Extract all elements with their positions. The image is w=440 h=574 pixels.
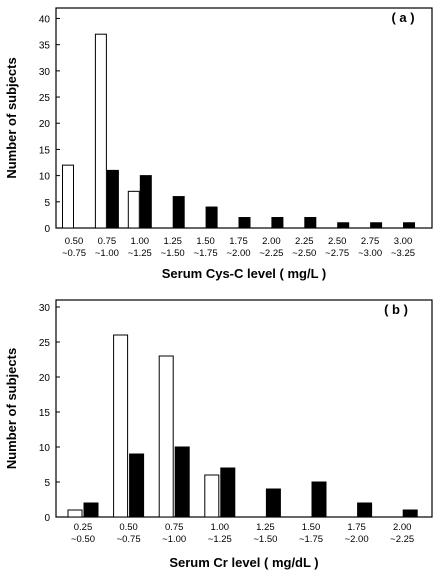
x-category-label: ~1.75	[194, 248, 218, 259]
x-category-label: ~1.00	[162, 534, 186, 545]
x-category-label: 1.25	[163, 236, 182, 247]
x-category-label: ~0.75	[62, 248, 86, 259]
x-category-label: 1.50	[196, 236, 215, 247]
x-axis-title: Serum Cr level ( mg/dL )	[169, 555, 318, 570]
filled-bar	[174, 446, 190, 518]
y-tick-label: 30	[39, 303, 51, 314]
filled-bar	[106, 169, 119, 229]
y-tick-label: 25	[39, 338, 51, 349]
filled-bar	[238, 217, 251, 229]
y-tick-label: 0	[44, 513, 50, 524]
x-category-label: ~1.50	[161, 248, 185, 259]
chart-panel-2: 0 5 10 15 20 25 30 0.25~0.50 0.50~0.75 0.75~1.00 1…	[4, 299, 433, 570]
y-tick-label: 20	[39, 373, 51, 384]
filled-bar	[304, 217, 317, 229]
y-axis-title: Number of subjects	[4, 348, 19, 469]
filled-bar	[265, 488, 281, 518]
x-category-label: 0.50	[119, 522, 138, 533]
open-bar	[62, 164, 74, 229]
x-category-label: ~2.75	[325, 248, 349, 259]
x-category-label: ~3.25	[391, 248, 415, 259]
x-category-label: 1.25	[256, 522, 275, 533]
filled-bar	[271, 217, 284, 229]
x-category-label: ~0.50	[71, 534, 95, 545]
filled-bar	[83, 502, 99, 518]
y-tick-label: 35	[39, 41, 51, 52]
x-category-label: 3.00	[394, 236, 413, 247]
y-tick-label: 25	[39, 93, 51, 104]
x-category-label: ~2.00	[345, 534, 369, 545]
open-bar	[204, 474, 220, 518]
y-tick-label: 5	[44, 478, 50, 489]
x-category-label: 1.75	[347, 522, 366, 533]
y-tick-label: 15	[39, 145, 51, 156]
y-tick-label: 15	[39, 408, 51, 419]
filled-bar	[370, 222, 383, 229]
y-tick-label: 0	[44, 224, 50, 235]
filled-bar	[129, 453, 145, 518]
y-tick-label: 30	[39, 67, 51, 78]
open-bar	[158, 355, 174, 518]
plot-frame	[55, 299, 433, 518]
x-category-label: 0.25	[74, 522, 93, 533]
x-category-label: ~1.75	[299, 534, 323, 545]
x-category-label: ~1.50	[253, 534, 277, 545]
filled-bar	[311, 481, 327, 518]
filled-bar	[337, 222, 350, 229]
x-category-label: 1.00	[131, 236, 150, 247]
x-category-label: ~1.25	[208, 534, 232, 545]
x-category-label: 2.00	[262, 236, 281, 247]
open-bar	[67, 509, 83, 518]
x-category-label: 0.50	[65, 236, 84, 247]
filled-bar	[220, 467, 236, 518]
x-category-label: ~2.00	[226, 248, 250, 259]
panel-label: ( a )	[391, 10, 414, 25]
x-category-label: ~2.50	[292, 248, 316, 259]
x-category-label: 2.00	[393, 522, 412, 533]
open-bar	[94, 33, 107, 229]
x-axis-title: Serum Cys-C level ( mg/L )	[162, 266, 326, 281]
filled-bar	[357, 502, 373, 518]
x-category-label: ~1.25	[128, 248, 152, 259]
filled-bar	[205, 206, 218, 229]
x-category-label: 1.00	[211, 522, 230, 533]
x-category-label: 0.75	[98, 236, 117, 247]
x-category-label: ~2.25	[390, 534, 414, 545]
y-tick-label: 20	[39, 119, 51, 130]
x-category-label: 1.75	[229, 236, 248, 247]
y-tick-label: 5	[44, 198, 50, 209]
chart-panel-1: 05101520253035400.50~0.750.75~1.001.00~1…	[4, 7, 433, 281]
y-tick-label: 10	[39, 443, 51, 454]
filled-bar	[139, 175, 152, 229]
x-category-label: ~2.25	[259, 248, 283, 259]
filled-bar	[403, 222, 415, 229]
y-tick-label: 40	[39, 14, 51, 25]
x-category-label: 2.25	[295, 236, 314, 247]
panel-label: ( b )	[384, 302, 408, 317]
x-category-label: ~1.00	[95, 248, 119, 259]
x-category-label: ~0.75	[117, 534, 141, 545]
filled-bar	[402, 509, 418, 518]
filled-bar	[172, 196, 185, 229]
open-bar	[127, 190, 140, 229]
x-category-label: ~3.00	[358, 248, 382, 259]
y-axis-title: Number of subjects	[4, 57, 19, 178]
x-category-label: 2.50	[328, 236, 347, 247]
x-category-label: 2.75	[361, 236, 380, 247]
y-tick-label: 10	[39, 172, 51, 183]
x-category-label: 1.50	[302, 522, 321, 533]
x-category-label: 0.75	[165, 522, 184, 533]
open-bar	[113, 334, 129, 518]
